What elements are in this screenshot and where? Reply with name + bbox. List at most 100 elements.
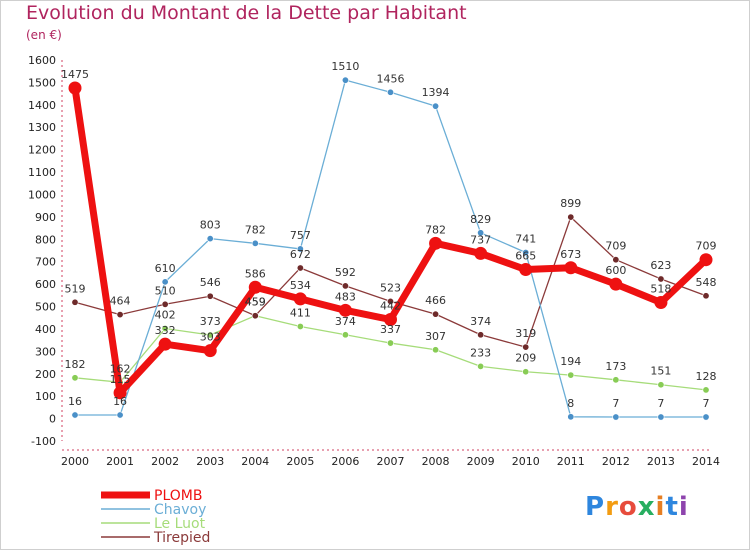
data-label: 332 xyxy=(155,324,176,337)
x-tick-label: 2005 xyxy=(286,455,314,468)
x-tick-label: 2012 xyxy=(602,455,630,468)
legend-label: Chavoy xyxy=(154,502,206,518)
data-point-plomb xyxy=(609,277,623,291)
data-point-plomb xyxy=(699,253,713,267)
data-point-tirepied xyxy=(477,331,485,339)
x-tick-label: 2013 xyxy=(647,455,675,468)
data-label: 194 xyxy=(560,355,581,368)
y-tick-label: 1200 xyxy=(28,144,56,157)
y-tick-label: 1600 xyxy=(28,54,56,67)
data-point-chavoy xyxy=(116,411,124,419)
x-tick-label: 2006 xyxy=(331,455,359,468)
data-label: 115 xyxy=(110,373,131,386)
x-tick-label: 2001 xyxy=(106,455,134,468)
data-point-chavoy xyxy=(522,249,530,257)
data-label: 411 xyxy=(290,306,311,319)
data-label: 546 xyxy=(200,276,221,289)
chart-subtitle: (en €) xyxy=(26,28,62,42)
data-point-plomb xyxy=(474,246,488,260)
data-point-tirepied xyxy=(432,310,440,318)
data-point-tirepied xyxy=(71,298,79,306)
data-label: 899 xyxy=(560,197,581,210)
data-point-plomb xyxy=(429,236,443,250)
data-point-plomb xyxy=(338,303,352,317)
data-label: 610 xyxy=(155,262,176,275)
data-point-tirepied xyxy=(161,300,169,308)
data-label: 233 xyxy=(470,346,491,359)
data-label: 7 xyxy=(703,397,710,410)
data-label: 803 xyxy=(200,219,221,232)
data-point-plomb xyxy=(203,344,217,358)
data-point-le-luot xyxy=(702,386,710,394)
data-label: 737 xyxy=(470,233,491,246)
data-point-tirepied xyxy=(386,297,394,305)
y-tick-label: 0 xyxy=(49,413,56,426)
data-label: 1456 xyxy=(377,72,405,85)
y-tick-label: 1100 xyxy=(28,166,56,179)
data-point-chavoy xyxy=(432,102,440,110)
data-point-le-luot xyxy=(161,324,169,332)
data-point-plomb xyxy=(384,313,397,327)
y-tick-label: 300 xyxy=(35,345,56,358)
data-label: 483 xyxy=(335,290,356,303)
data-point-le-luot xyxy=(296,322,304,330)
data-label: 402 xyxy=(155,308,176,321)
data-label: 303 xyxy=(200,331,221,344)
chart-title: Evolution du Montant de la Dette par Hab… xyxy=(26,2,467,24)
data-label: 782 xyxy=(425,223,446,236)
data-label: 464 xyxy=(110,295,131,308)
data-label: 8 xyxy=(567,397,574,410)
x-tick-label: 2009 xyxy=(467,455,495,468)
data-point-le-luot xyxy=(612,376,620,384)
data-label: 7 xyxy=(657,397,664,410)
data-point-plomb xyxy=(654,295,668,309)
data-label: 373 xyxy=(200,315,221,328)
y-tick-label: 1300 xyxy=(28,121,56,134)
data-point-le-luot xyxy=(432,346,440,354)
data-point-plomb xyxy=(113,386,127,400)
data-label: 548 xyxy=(696,276,717,289)
data-point-le-luot xyxy=(386,339,394,347)
data-point-plomb xyxy=(248,280,262,294)
data-point-tirepied xyxy=(702,292,710,300)
data-label: 209 xyxy=(515,352,536,365)
data-label: 459 xyxy=(245,296,266,309)
data-label: 757 xyxy=(290,229,311,242)
data-label: 523 xyxy=(380,281,401,294)
data-point-plomb xyxy=(564,261,578,275)
y-tick-label: 700 xyxy=(35,256,56,269)
data-label: 592 xyxy=(335,266,356,279)
data-label: 709 xyxy=(605,240,626,253)
data-label: 151 xyxy=(650,365,671,378)
y-tick-label: 800 xyxy=(35,233,56,246)
data-point-tirepied xyxy=(206,292,214,300)
data-point-tirepied xyxy=(251,312,259,320)
y-tick-label: 1500 xyxy=(28,76,56,89)
data-label: 307 xyxy=(425,330,446,343)
data-point-plomb xyxy=(68,81,82,95)
data-point-le-luot xyxy=(522,368,530,376)
x-tick-label: 2003 xyxy=(196,455,224,468)
data-point-tirepied xyxy=(116,311,124,319)
data-point-chavoy xyxy=(206,235,214,243)
data-point-chavoy xyxy=(161,278,169,286)
data-label: 16 xyxy=(68,395,82,408)
data-label: 1510 xyxy=(331,60,359,73)
data-label: 374 xyxy=(335,315,356,328)
data-point-tirepied xyxy=(296,264,304,272)
data-label: 672 xyxy=(290,248,311,261)
data-point-le-luot xyxy=(657,381,665,389)
data-label: 374 xyxy=(470,315,491,328)
data-point-chavoy xyxy=(341,76,349,84)
data-label: 319 xyxy=(515,327,536,340)
legend-label: PLOMB xyxy=(154,488,202,504)
data-point-plomb xyxy=(293,292,307,306)
x-tick-label: 2008 xyxy=(422,455,450,468)
data-label: 709 xyxy=(696,240,717,253)
y-tick-label: 100 xyxy=(35,390,56,403)
data-label: 128 xyxy=(696,370,717,383)
data-label: 337 xyxy=(380,323,401,336)
data-label: 518 xyxy=(650,282,671,295)
